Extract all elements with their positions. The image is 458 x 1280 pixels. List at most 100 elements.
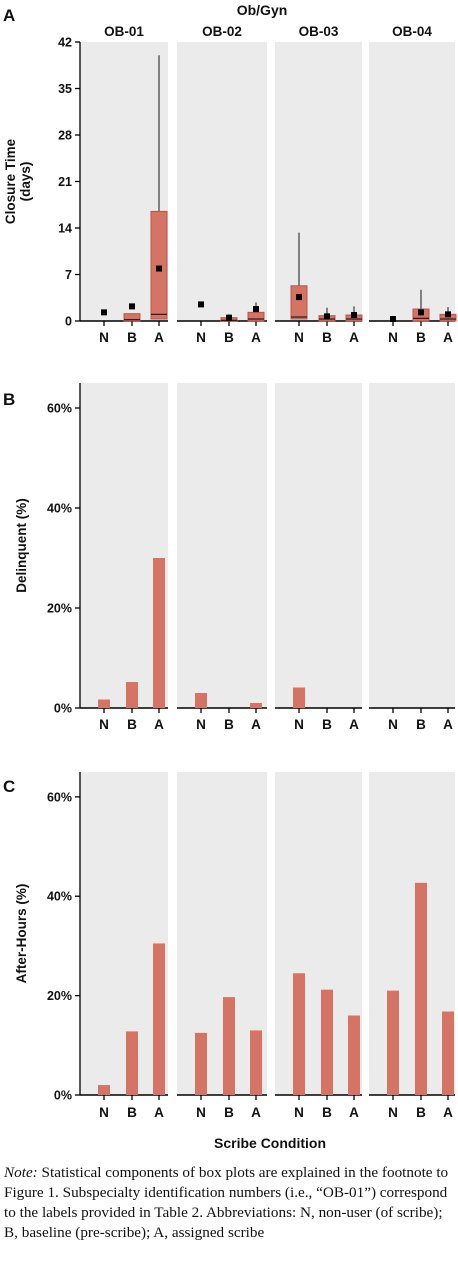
bar-ob-02-a — [250, 703, 262, 708]
subspecialty-header: OB-04 — [392, 24, 432, 39]
y-axis-label-c: After-Hours (%) — [14, 884, 29, 984]
y-axis-label-a: Closure Time(days) — [3, 138, 33, 224]
y-tick-label: 20% — [47, 989, 72, 1003]
mean-marker — [101, 309, 107, 316]
x-category-label: B — [127, 717, 137, 732]
x-category-label: B — [416, 330, 426, 345]
panel-background — [177, 42, 267, 321]
bar-ob-03-b — [321, 989, 333, 1095]
x-category-label: A — [154, 1105, 164, 1120]
mean-marker — [324, 313, 330, 320]
x-category-label: B — [127, 1105, 137, 1120]
x-category-label: A — [349, 717, 359, 732]
note-text: Statistical components of box plots are … — [4, 1164, 449, 1241]
panel-c-after-hours: C After-Hours (%) 0% 20% 40% 60% N B A N B A N B A N B A — [3, 772, 455, 1120]
bar-ob-01-n — [98, 699, 110, 708]
panel-b-delinquent: B Delinquent (%) 0% 20% 40% 60% N B A N B A N B A N B A — [3, 383, 455, 732]
y-tick-label: 0% — [54, 702, 72, 716]
bar-ob-03-n — [293, 687, 305, 708]
x-category-label: A — [154, 330, 164, 345]
x-category-label: A — [443, 1105, 453, 1120]
y-tick-label: 28 — [58, 129, 72, 143]
box-ob-01-a — [150, 210, 168, 320]
x-axis-title: Scribe Condition — [214, 1135, 326, 1151]
mean-marker — [156, 265, 162, 272]
y-tick-label: 0% — [54, 1089, 72, 1103]
box-ob-02-a — [247, 311, 265, 322]
bar-ob-01-n — [98, 1085, 110, 1095]
bar-ob-02-a — [250, 1030, 262, 1095]
bar-ob-03-a — [348, 1015, 360, 1095]
x-category-label: B — [127, 330, 137, 345]
x-category-label: N — [388, 330, 398, 345]
panel-letter-b: B — [3, 390, 15, 409]
x-category-label: A — [251, 1105, 261, 1120]
bar-ob-01-b — [126, 1031, 138, 1095]
subspecialty-header: OB-03 — [299, 24, 339, 39]
bar-ob-03-n — [293, 973, 305, 1095]
x-category-label: B — [322, 717, 332, 732]
x-category-label: N — [196, 1105, 206, 1120]
subspecialty-header: OB-02 — [202, 24, 242, 39]
mean-marker — [418, 309, 424, 316]
bar-ob-02-n — [195, 693, 207, 708]
mean-marker — [445, 311, 451, 318]
x-category-label: N — [294, 717, 304, 732]
x-category-label: A — [443, 717, 453, 732]
note-label: Note: — [4, 1164, 38, 1181]
panel-background — [177, 383, 267, 708]
panel-background — [275, 383, 362, 708]
x-category-label: N — [388, 1105, 398, 1120]
y-tick-label: 0 — [65, 315, 72, 329]
y-tick-label: 14 — [58, 222, 72, 236]
x-category-label: N — [294, 330, 304, 345]
x-category-label: B — [322, 330, 332, 345]
y-axis-label-line: (days) — [18, 162, 33, 202]
y-tick-label: 40% — [47, 502, 72, 516]
mean-marker — [253, 306, 259, 313]
x-category-label: A — [349, 1105, 359, 1120]
x-category-label: B — [224, 717, 234, 732]
panel-a-closure-time: A Closure Time(days) 0 7 14 21 28 35 42 OB-01 N B A O… — [3, 6, 457, 345]
x-category-label: B — [224, 330, 234, 345]
x-category-label: N — [99, 1105, 109, 1120]
y-tick-label: 21 — [58, 175, 72, 189]
panel-background — [369, 772, 455, 1095]
mean-marker — [390, 316, 396, 323]
x-category-label: N — [196, 330, 206, 345]
mean-marker — [296, 294, 302, 301]
x-category-label: B — [416, 1105, 426, 1120]
x-category-label: A — [154, 717, 164, 732]
mean-marker — [226, 314, 232, 321]
x-category-label: B — [322, 1105, 332, 1120]
bar-ob-02-b — [223, 997, 235, 1095]
figure-canvas: Ob/Gyn A Closure Time(days) 0 7 14 21 28 35 42 OB… — [3, 2, 457, 1151]
box-ob-01-b — [123, 313, 141, 322]
y-tick-label: 42 — [58, 36, 72, 50]
x-category-label: N — [99, 330, 109, 345]
x-category-label: A — [349, 330, 359, 345]
bar-ob-01-a — [153, 558, 165, 708]
subspecialty-header: OB-01 — [104, 24, 144, 39]
bar-ob-04-a — [442, 1011, 454, 1095]
x-category-label: N — [196, 717, 206, 732]
y-tick-label: 60% — [47, 402, 72, 416]
bar-ob-01-a — [153, 943, 165, 1095]
bar-ob-04-n — [387, 990, 399, 1095]
figure-note: Note: Statistical components of box plot… — [4, 1163, 449, 1243]
box-ob-03-n — [290, 285, 308, 320]
y-tick-label: 35 — [58, 82, 72, 96]
panel-background — [275, 772, 362, 1095]
panel-background — [275, 42, 362, 321]
x-category-label: A — [443, 330, 453, 345]
y-tick-label: 7 — [65, 268, 72, 282]
mean-marker — [129, 303, 135, 310]
y-tick-label: 60% — [47, 790, 72, 804]
panel-letter-a: A — [3, 6, 15, 25]
panel-letter-c: C — [3, 777, 15, 796]
x-category-label: B — [416, 717, 426, 732]
x-category-label: B — [224, 1105, 234, 1120]
bar-ob-04-b — [415, 882, 427, 1095]
panel-background — [369, 383, 455, 708]
y-tick-label: 40% — [47, 890, 72, 904]
